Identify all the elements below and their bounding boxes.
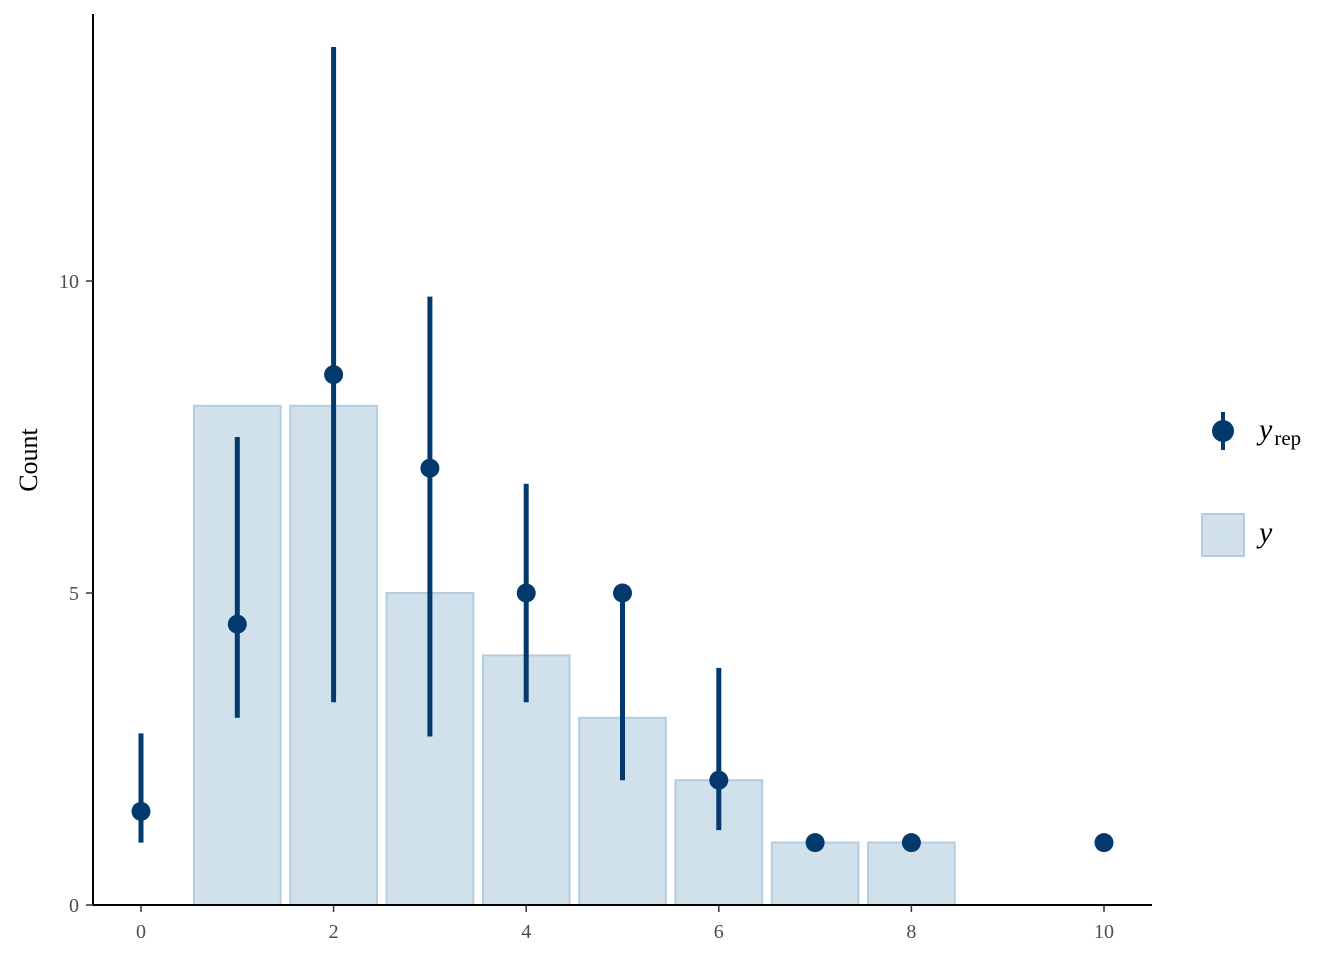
y-tick-label-0: 0	[69, 895, 79, 917]
replicated-points	[131, 365, 1114, 853]
point-10	[1094, 833, 1114, 853]
x-tick-label-10: 10	[1094, 921, 1114, 943]
x-tick-label-2: 2	[329, 921, 339, 943]
x-tick-label-6: 6	[714, 921, 724, 943]
legend-item-y: y	[1201, 513, 1273, 557]
legend-item-yrep: yrep	[1212, 412, 1301, 450]
y-tick-label-5: 5	[69, 583, 79, 605]
point-0	[131, 801, 151, 821]
point-3	[420, 458, 440, 478]
x-tick-label-4: 4	[521, 921, 531, 943]
y-axis-ticks: 0 5 10	[59, 271, 93, 917]
legend: yrep y	[1201, 412, 1301, 557]
point-7	[805, 833, 825, 853]
x-tick-label-8: 8	[906, 921, 916, 943]
point-4	[516, 583, 536, 603]
legend-yrep-label: yrep	[1256, 413, 1301, 450]
bar-8	[867, 841, 956, 906]
y-tick-label-10: 10	[59, 271, 79, 293]
legend-y-label: y	[1256, 516, 1273, 549]
point-8	[901, 833, 921, 853]
legend-y-swatch	[1201, 513, 1245, 557]
x-tick-label-0: 0	[136, 921, 146, 943]
x-axis-ticks: 0 2 4 6 8 10	[136, 905, 1114, 943]
y-axis-title: Count	[14, 427, 43, 491]
legend-yrep-point	[1212, 420, 1234, 442]
point-5	[613, 583, 632, 603]
point-2	[324, 365, 344, 385]
observed-bars	[192, 404, 956, 907]
point-6	[709, 770, 729, 790]
point-1	[227, 614, 247, 634]
